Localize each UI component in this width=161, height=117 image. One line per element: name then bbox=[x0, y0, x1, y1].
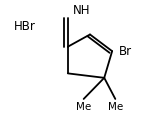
Text: NH: NH bbox=[73, 4, 90, 17]
Text: Me: Me bbox=[108, 102, 123, 112]
Text: Br: Br bbox=[118, 45, 132, 58]
Text: HBr: HBr bbox=[14, 20, 36, 33]
Text: Me: Me bbox=[76, 102, 91, 112]
